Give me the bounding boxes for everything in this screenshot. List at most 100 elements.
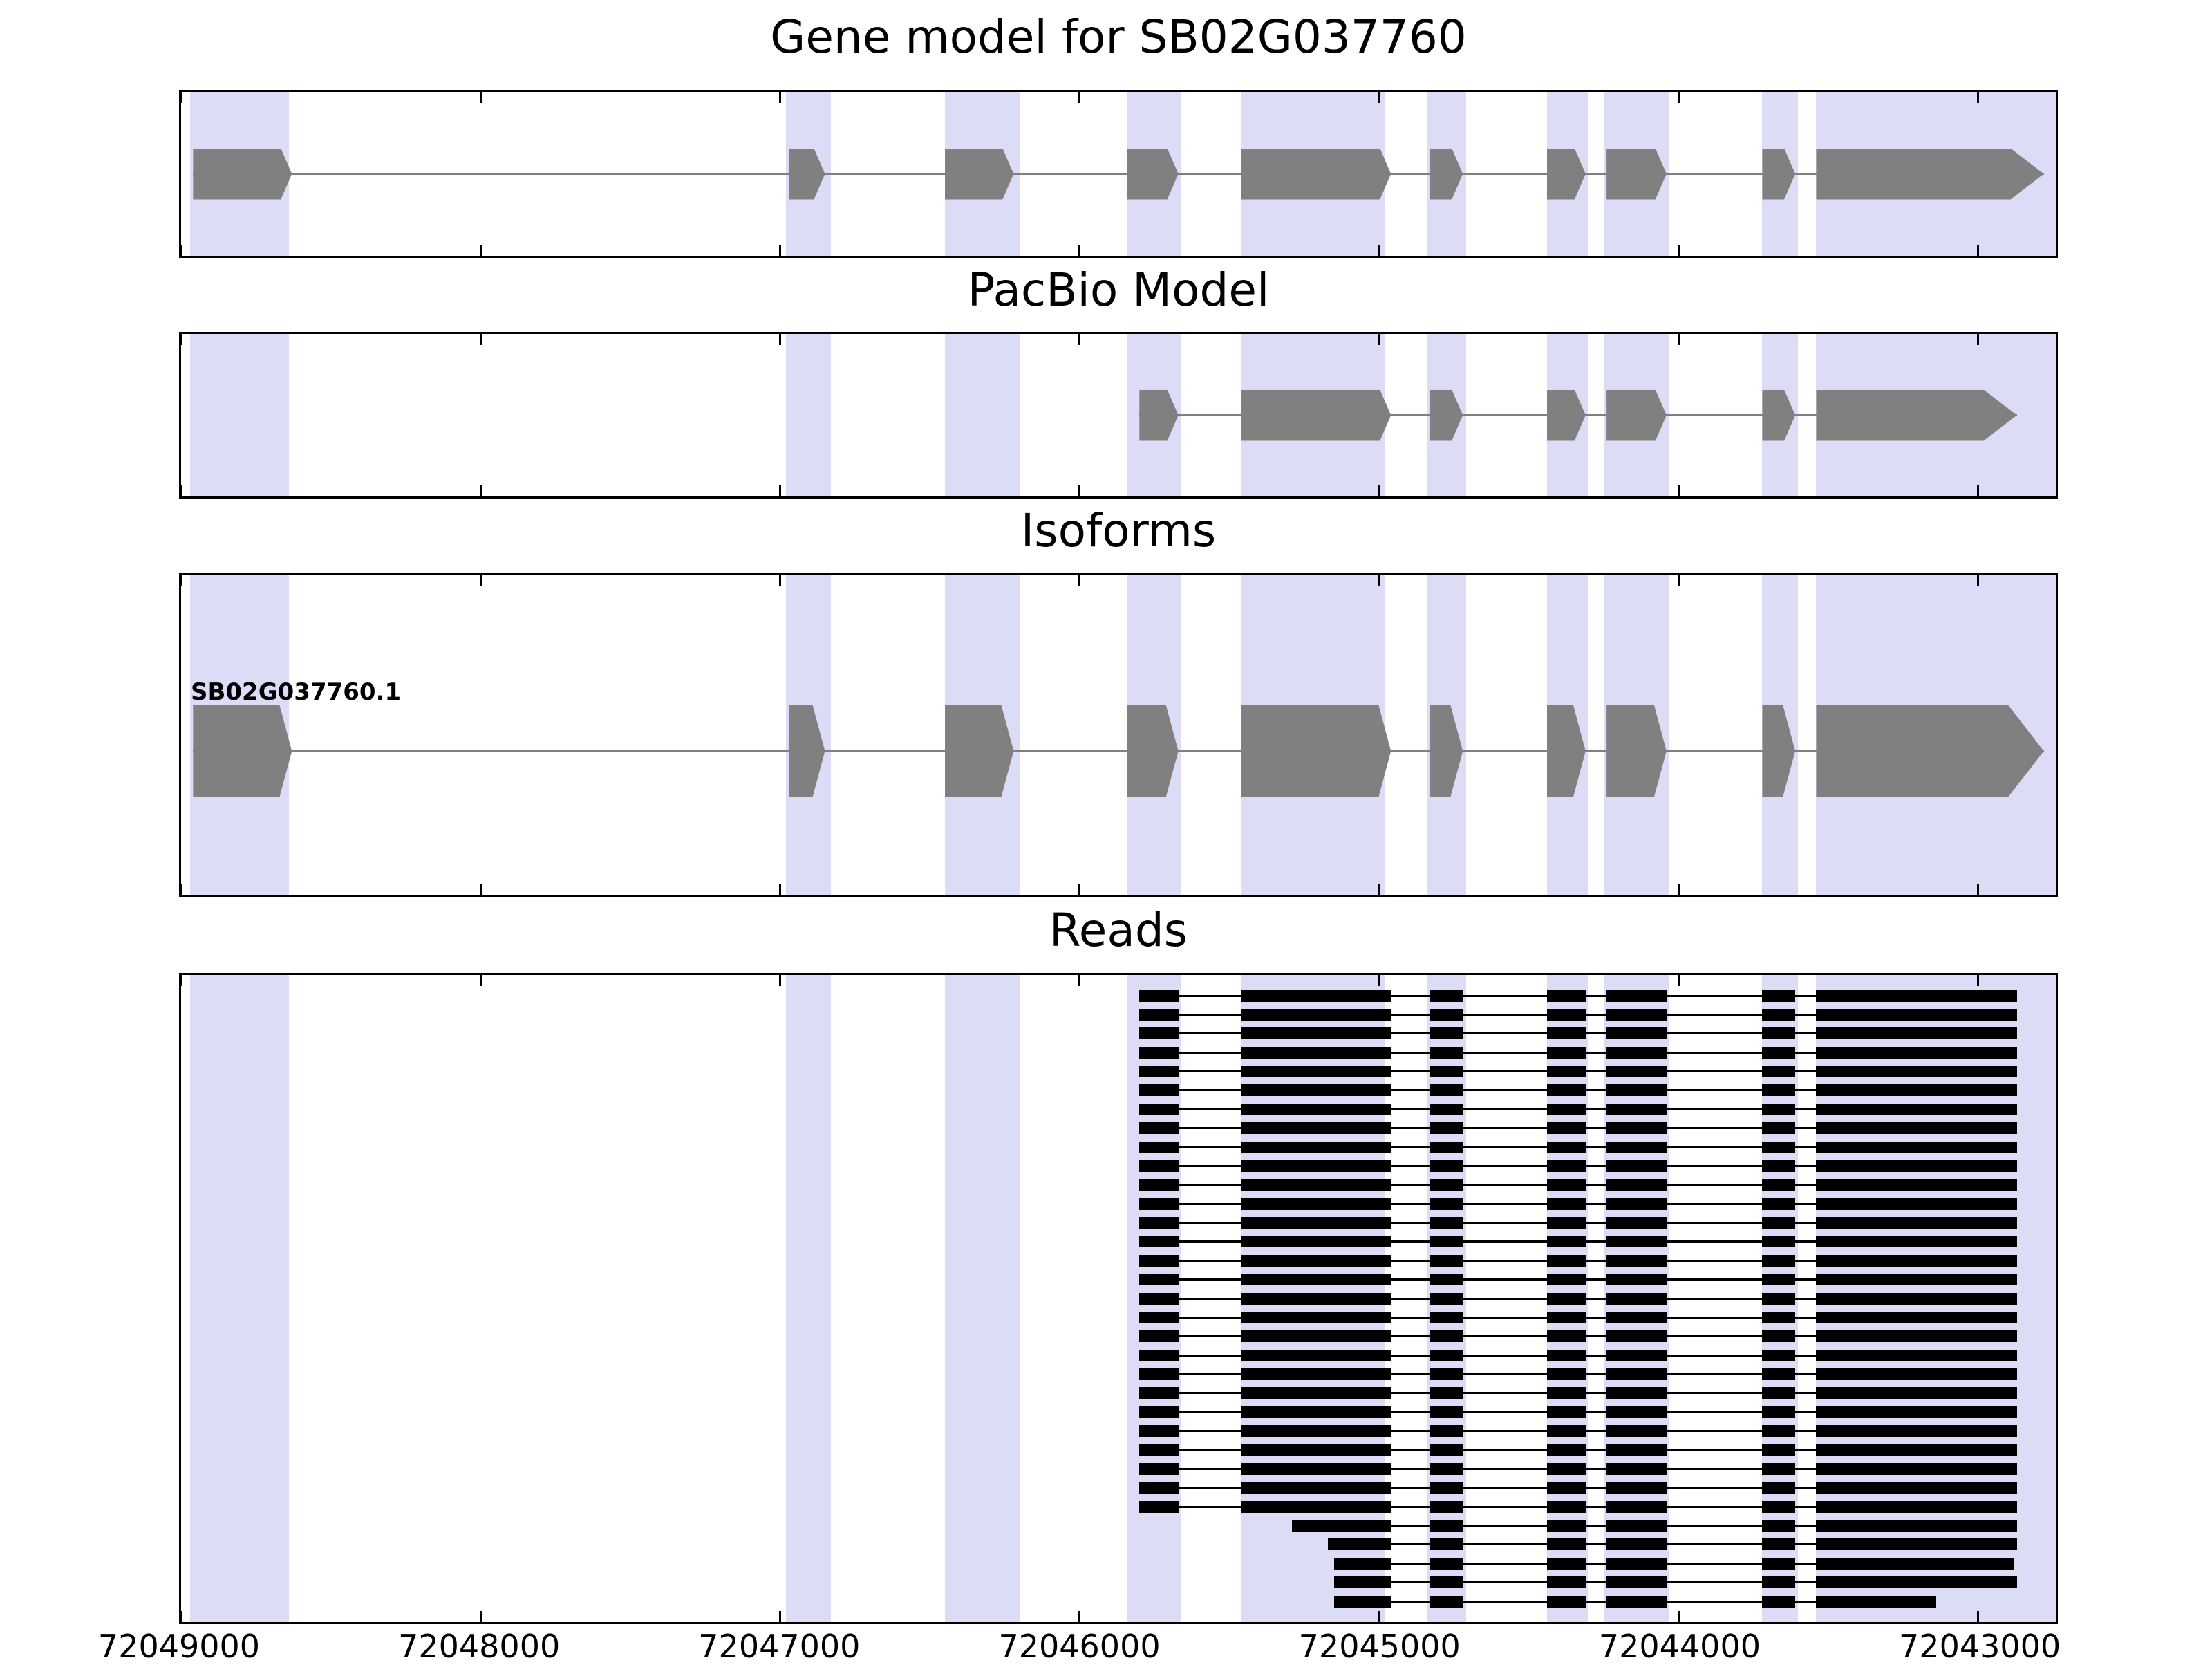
read-exon-block	[1546, 1198, 1586, 1210]
axis-tick	[181, 92, 182, 103]
read-exon-block	[1546, 1236, 1586, 1248]
read-exon-block	[1139, 1311, 1179, 1323]
read-exon-block	[1139, 1160, 1179, 1172]
read-exon-block	[1546, 1482, 1586, 1494]
read-exon-block	[1430, 1368, 1463, 1380]
axis-tick	[1677, 575, 1680, 586]
read-exon-block	[1546, 1557, 1586, 1570]
axis-tick	[1976, 92, 1979, 103]
axis-tick	[181, 485, 182, 496]
axis-tick	[1078, 485, 1081, 496]
read-exon-block	[1606, 1538, 1667, 1551]
read-exon-block	[1546, 1141, 1586, 1153]
read-exon-block	[1546, 1160, 1586, 1172]
read-exon-block	[1241, 989, 1391, 1002]
read-exon-block	[1430, 1349, 1463, 1361]
read-exon-block	[1606, 1462, 1667, 1475]
axis-tick	[1677, 1611, 1680, 1622]
read-exon-block	[1430, 1179, 1463, 1191]
axis-tick	[479, 245, 482, 256]
read-exon-block	[1606, 1349, 1667, 1361]
read-exon-block	[1816, 989, 2017, 1002]
read-exon-block	[1762, 1557, 1796, 1570]
read-exon-block	[1816, 1141, 2017, 1153]
axis-tick	[1378, 1611, 1380, 1622]
read-exon-block	[1139, 1387, 1179, 1399]
read-exon-block	[1606, 1046, 1667, 1059]
read-exon-block	[1546, 1368, 1586, 1380]
read-exon-block	[1241, 1292, 1391, 1305]
read-exon-block	[1816, 1425, 2017, 1438]
exon	[1127, 705, 1179, 797]
read-exon-block	[1762, 1482, 1796, 1494]
read-exon-block	[1816, 1160, 2017, 1172]
exon	[1816, 705, 2043, 797]
read-exon-block	[1762, 1425, 1796, 1438]
read-exon-block	[1139, 1122, 1179, 1135]
exon	[1606, 149, 1667, 200]
read-exon-block	[1139, 1027, 1179, 1040]
reads-panel	[179, 973, 2058, 1624]
read-exon-block	[1241, 1027, 1391, 1040]
axis-tick	[1677, 334, 1680, 345]
read-exon-block	[1430, 1425, 1463, 1438]
read-exon-block	[1762, 1046, 1796, 1059]
reads-panel-title: Reads	[1049, 904, 1188, 957]
axis-tick	[181, 575, 182, 586]
intron-connector	[193, 173, 2044, 175]
read-exon-block	[1816, 1311, 2017, 1323]
exon	[1241, 390, 1391, 441]
read-exon-block	[1241, 1425, 1391, 1438]
axis-tick	[181, 334, 182, 345]
read-exon-block	[1241, 1406, 1391, 1418]
pacbio-panel-title: PacBio Model	[967, 263, 1270, 317]
exon	[1816, 390, 2016, 441]
read-exon-block	[1139, 1179, 1179, 1191]
read-exon-block	[1606, 1425, 1667, 1438]
read-exon-block	[1762, 1008, 1796, 1021]
intron-connector	[193, 750, 2044, 752]
read-exon-block	[1546, 1122, 1586, 1135]
read-exon-block	[1430, 1066, 1463, 1077]
read-exon-block	[1762, 1141, 1796, 1153]
exon	[1816, 149, 2043, 200]
isoform-name-label: SB02G037760.1	[191, 678, 402, 706]
read-exon-block	[1816, 1066, 2017, 1077]
read-exon-block	[1241, 1066, 1391, 1077]
axis-tick	[1378, 92, 1380, 103]
read-exon-block	[1241, 1103, 1391, 1115]
read-exon-block	[1546, 1462, 1586, 1475]
read-exon-block	[1816, 1122, 2017, 1135]
read-exon-block	[1606, 1141, 1667, 1153]
read-exon-block	[1816, 1198, 2017, 1210]
read-exon-block	[1546, 1330, 1586, 1343]
gene-model-panel	[179, 90, 2058, 258]
read-exon-block	[1546, 1179, 1586, 1191]
read-exon-block	[1430, 1292, 1463, 1305]
exon	[1606, 705, 1667, 797]
read-exon-block	[1816, 1520, 2017, 1532]
exon	[1127, 149, 1179, 200]
read-exon-block	[1241, 1482, 1391, 1494]
read-exon-block	[1546, 1406, 1586, 1418]
read-exon-block	[1762, 1462, 1796, 1475]
read-exon-block	[1546, 1311, 1586, 1323]
read-exon-block	[1139, 1217, 1179, 1229]
read-exon-block	[1606, 1179, 1667, 1191]
read-exon-block	[1139, 1349, 1179, 1361]
read-exon-block	[1241, 1462, 1391, 1475]
axis-tick	[1078, 975, 1081, 986]
read-exon-block	[1546, 1500, 1586, 1513]
read-exon-block	[1606, 989, 1667, 1002]
axis-tick	[1378, 975, 1380, 986]
read-exon-block	[1430, 1141, 1463, 1153]
read-exon-block	[1816, 1368, 2017, 1380]
read-exon-block	[1546, 1595, 1586, 1608]
axis-tick	[778, 575, 781, 586]
read-exon-block	[1430, 1084, 1463, 1097]
read-exon-block	[1762, 1330, 1796, 1343]
x-axis-tick-labels: 72049000 72048000 72047000 72046000 72045000…	[98, 1628, 2061, 1665]
read-exon-block	[1546, 1103, 1586, 1115]
exon	[193, 705, 292, 797]
read-exon-block	[1816, 1254, 2017, 1267]
